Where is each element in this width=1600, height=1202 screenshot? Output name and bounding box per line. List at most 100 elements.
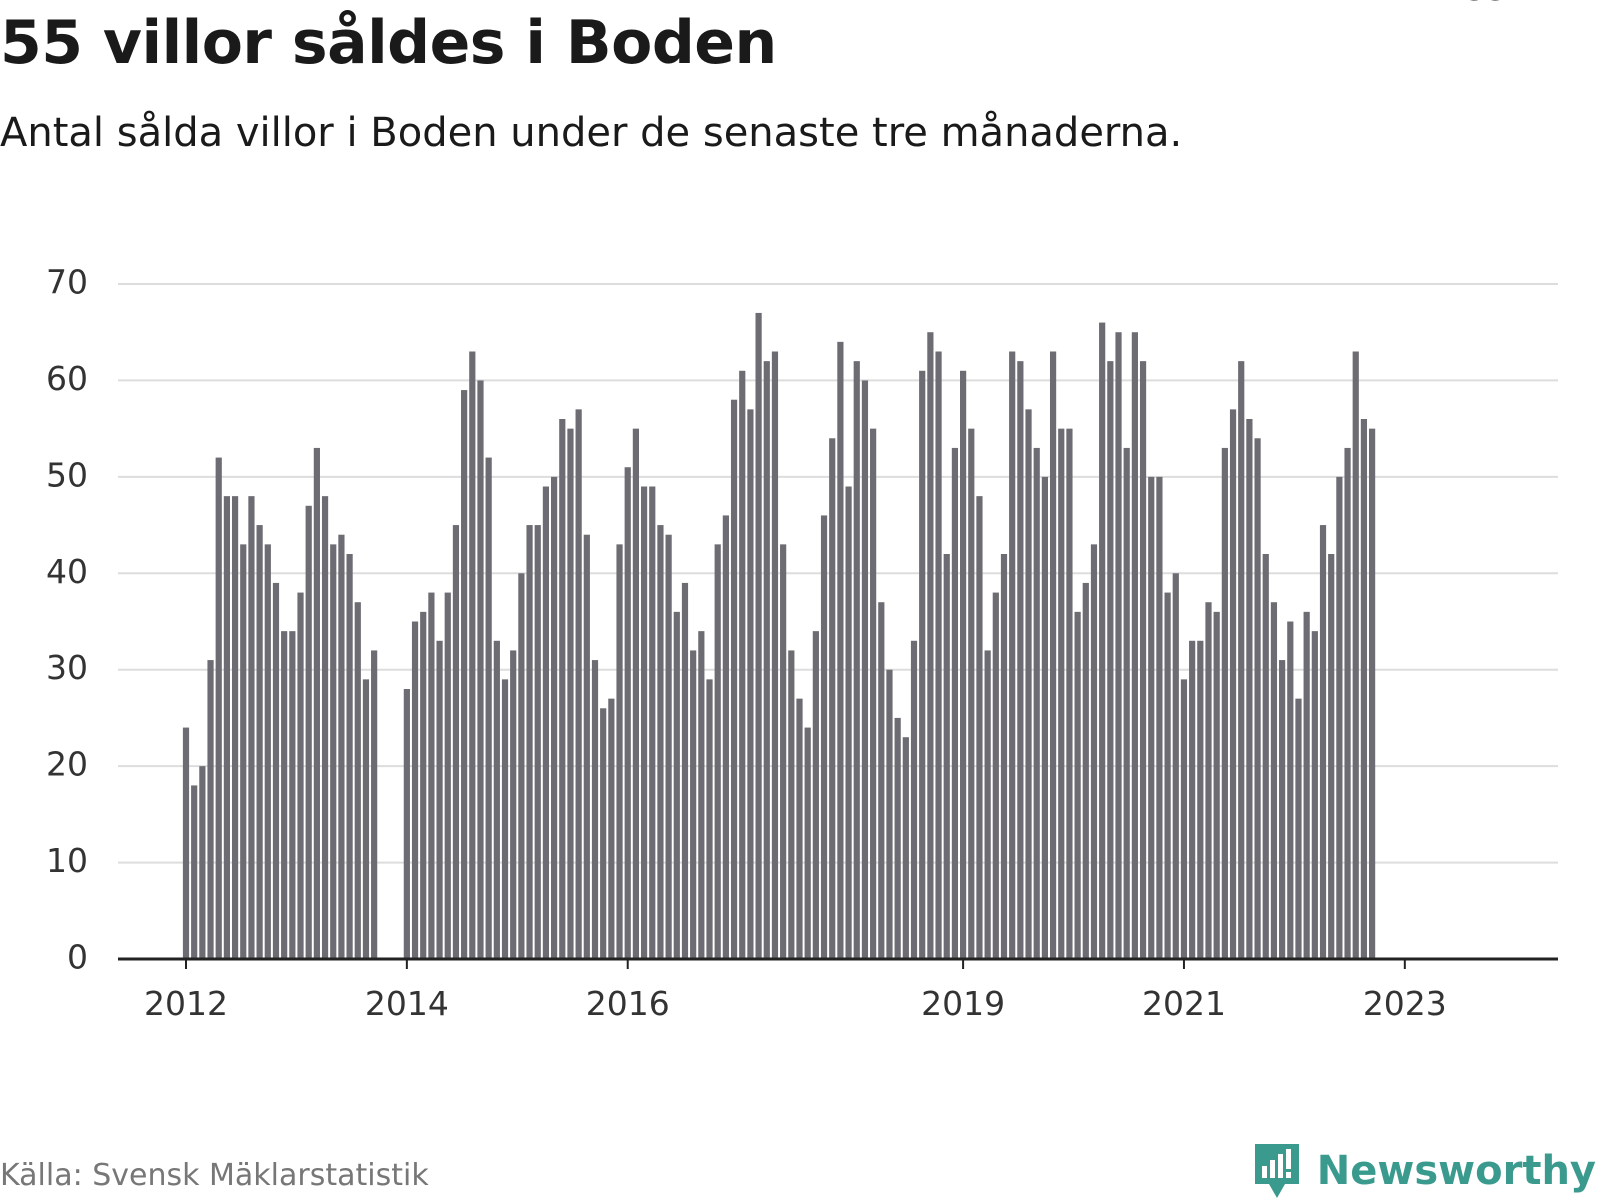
bar [1262, 554, 1269, 959]
bar [730, 399, 738, 959]
bar [452, 525, 460, 959]
highlight-value-label: 55 [1466, 0, 1508, 8]
bar [845, 486, 852, 959]
bar [1025, 409, 1032, 959]
bar [1344, 447, 1351, 959]
brand-name: Newsworthy [1316, 1148, 1596, 1194]
newsworthy-logo-icon [1254, 1144, 1299, 1198]
bar [771, 351, 779, 959]
bar [469, 351, 476, 959]
bar [1352, 351, 1359, 959]
bar [747, 409, 754, 959]
bar [984, 650, 991, 959]
bar [1058, 428, 1065, 960]
bar [649, 486, 656, 959]
bar [223, 496, 230, 959]
bar [1360, 419, 1368, 959]
bar [1270, 602, 1278, 959]
bar [420, 611, 427, 959]
bar [281, 631, 288, 959]
chart-subtitle: Antal sålda villor i Boden under de sena… [0, 110, 1183, 156]
bar [1033, 447, 1040, 959]
x-tick-label: 2016 [586, 984, 670, 1023]
bar [313, 447, 320, 959]
y-tick-label: 50 [46, 455, 88, 494]
bar [321, 496, 329, 959]
bar [1099, 322, 1106, 960]
bar [935, 351, 942, 959]
bar [567, 428, 574, 960]
bar [632, 428, 639, 960]
bar [722, 515, 729, 959]
bar [820, 515, 828, 959]
bar [1189, 640, 1196, 959]
bar [510, 650, 517, 959]
bar [1066, 428, 1073, 960]
bar [297, 592, 304, 959]
bar [681, 582, 689, 959]
bar [1229, 409, 1237, 959]
bar [518, 573, 525, 959]
bar [1107, 361, 1114, 960]
bar [583, 534, 590, 959]
brand-logo: Newsworthy [1251, 1140, 1596, 1202]
bar [640, 486, 648, 959]
bar [485, 457, 492, 959]
bar [608, 698, 615, 959]
bar [788, 650, 795, 959]
bar [755, 312, 762, 959]
bar [526, 525, 533, 959]
bar [1139, 361, 1147, 960]
bar-chart: 0 10 20 30 40 50 60 70 2012 2014 2016 2019 2021 2023 5… [46, 0, 1558, 1023]
bar [927, 332, 934, 959]
bar [861, 380, 869, 959]
bar [853, 361, 860, 960]
axes [118, 957, 1558, 969]
x-tick-label: 2019 [921, 984, 1005, 1023]
chart-title: 55 villor såldes i Boden [0, 8, 777, 78]
bar [1180, 679, 1188, 959]
bar [968, 428, 975, 960]
bar [1311, 631, 1318, 959]
bar [902, 737, 909, 959]
bar [362, 679, 370, 959]
bar [1287, 621, 1294, 959]
bar [1123, 447, 1130, 959]
bar [951, 447, 959, 959]
bar [231, 496, 239, 959]
bar [624, 467, 631, 959]
bar [804, 727, 811, 959]
bar [1074, 611, 1081, 959]
bar [1049, 351, 1057, 959]
bar [665, 534, 672, 959]
bar [461, 390, 468, 960]
y-tick-label: 0 [67, 938, 88, 977]
x-tick-label: 2012 [144, 984, 228, 1023]
bar [199, 766, 206, 959]
bar [1115, 332, 1122, 959]
bar [354, 602, 361, 959]
bar [616, 544, 623, 959]
bar [1164, 592, 1171, 959]
bar [477, 380, 484, 959]
bar [1017, 361, 1024, 960]
bar [1156, 476, 1163, 959]
bar [591, 660, 599, 959]
bar [894, 717, 901, 959]
bar [1082, 582, 1089, 959]
bar [1246, 419, 1253, 959]
bar [829, 438, 836, 959]
bar [575, 409, 582, 959]
bar [338, 534, 345, 959]
y-tick-label: 30 [46, 648, 88, 687]
y-tick-label: 40 [46, 552, 88, 591]
y-tick-label: 10 [46, 841, 88, 880]
bar [1041, 476, 1048, 959]
bar [657, 525, 664, 959]
bar [878, 602, 885, 959]
bar [910, 640, 918, 959]
bar [943, 554, 950, 959]
bar [248, 496, 255, 959]
bar [191, 785, 198, 959]
bar [272, 582, 280, 959]
